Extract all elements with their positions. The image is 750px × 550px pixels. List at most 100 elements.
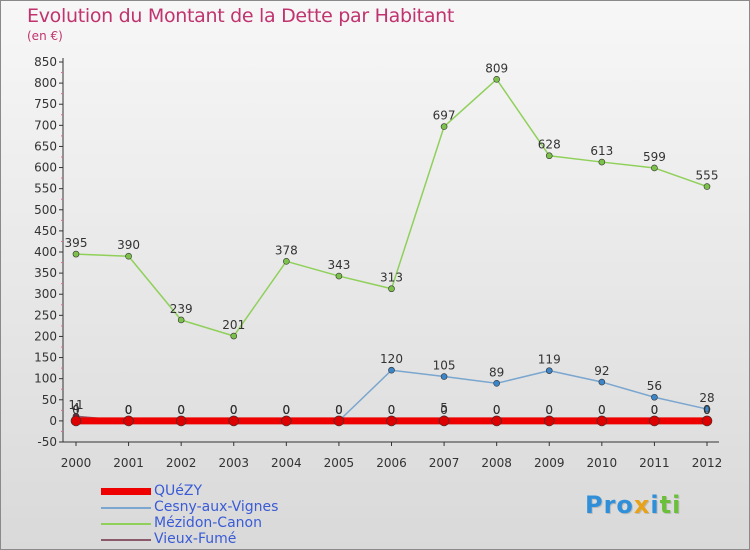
y-tick-label: 600	[34, 161, 57, 175]
legend-swatch-vieux-fume	[101, 539, 151, 541]
data-point-qu-zy	[596, 415, 608, 427]
legend-label-quezy: QUéZY	[154, 483, 203, 499]
data-label-qu-zy: 0	[283, 403, 291, 417]
data-label-cesny-aux-vignes: 4	[72, 401, 80, 415]
y-tick-label: 50	[42, 393, 57, 407]
data-label-m-zidon-canon: 809	[485, 61, 508, 75]
chart-title: Evolution du Montant de la Dette par Hab…	[27, 5, 455, 27]
legend-label-cesny: Cesny-aux-Vignes	[154, 499, 279, 515]
data-label-qu-zy: 0	[177, 403, 185, 417]
y-tick-label: 550	[34, 182, 57, 196]
data-label-cesny-aux-vignes: 0	[125, 403, 133, 417]
x-tick-label: 2005	[324, 456, 355, 470]
data-label-m-zidon-canon: 697	[433, 109, 456, 123]
y-tick-label: 250	[34, 308, 57, 322]
data-label-qu-zy: 0	[230, 403, 238, 417]
data-point-qu-zy	[123, 415, 134, 427]
data-point-m-zidon-canon	[335, 272, 343, 280]
data-label-qu-zy: 0	[545, 403, 553, 417]
data-point-qu-zy	[649, 415, 660, 427]
data-label-vieux-fum-: 0	[177, 403, 185, 417]
y-tick-label: 850	[34, 55, 57, 69]
data-label-cesny-aux-vignes: 0	[283, 403, 291, 417]
y-tick-label: 700	[34, 118, 57, 132]
data-label-qu-zy: 0	[598, 403, 606, 417]
data-point-qu-zy	[386, 415, 397, 427]
proxiti-logo: Proxiti	[585, 491, 682, 519]
series-line-m-zidon-canon	[75, 78, 708, 337]
x-tick-label: 2010	[587, 456, 618, 470]
data-label-vieux-fum-: 0	[493, 403, 501, 417]
y-tick-label: 200	[34, 329, 57, 343]
y-tick-label: 500	[34, 203, 57, 217]
data-label-m-zidon-canon: 599	[643, 150, 666, 164]
x-tick-label: 2002	[166, 456, 197, 470]
x-tick-label: 2009	[534, 456, 565, 470]
data-label-cesny-aux-vignes: 89	[489, 365, 504, 379]
data-label-m-zidon-canon: 201	[222, 318, 245, 332]
data-label-qu-zy: 0	[335, 403, 343, 417]
data-label-qu-zy: 0	[651, 403, 659, 417]
data-label-vieux-fum-: 0	[283, 403, 291, 417]
data-point-m-zidon-canon	[440, 123, 448, 130]
data-point-m-zidon-canon	[598, 158, 606, 166]
data-point-cesny-aux-vignes	[651, 393, 658, 401]
data-label-vieux-fum-: 0	[230, 403, 238, 417]
data-label-vieux-fum-: 0	[651, 403, 659, 417]
data-point-qu-zy	[228, 415, 240, 427]
data-point-cesny-aux-vignes	[703, 405, 711, 413]
data-label-cesny-aux-vignes: 120	[380, 352, 403, 366]
data-point-cesny-aux-vignes	[440, 373, 448, 380]
data-label-qu-zy: 0	[388, 403, 396, 417]
x-tick-label: 2001	[113, 456, 144, 470]
data-label-cesny-aux-vignes: 0	[335, 403, 343, 417]
y-tick-label: 750	[34, 97, 57, 111]
data-point-cesny-aux-vignes	[388, 366, 395, 374]
data-label-vieux-fum-: 5	[440, 401, 448, 415]
legend-label-vieux-fume: Vieux-Fumé	[154, 531, 237, 547]
data-point-qu-zy	[175, 415, 187, 427]
y-tick-label: 100	[34, 372, 57, 386]
y-tick-label: 800	[34, 76, 57, 90]
y-tick-label: 0	[49, 414, 57, 428]
x-tick-label: 2008	[481, 456, 512, 470]
data-label-m-zidon-canon: 239	[170, 302, 193, 316]
y-tick-label: 450	[34, 224, 57, 238]
x-tick-label: 2003	[218, 456, 249, 470]
x-tick-label: 2012	[692, 456, 723, 470]
data-point-m-zidon-canon	[651, 164, 658, 172]
data-point-m-zidon-canon	[545, 152, 553, 160]
data-label-m-zidon-canon: 390	[117, 238, 140, 252]
data-label-m-zidon-canon: 613	[590, 144, 613, 158]
y-tick-label: 350	[34, 266, 57, 280]
data-point-qu-zy	[70, 415, 82, 427]
x-tick-label: 2000	[61, 456, 92, 470]
data-label-cesny-aux-vignes: 28	[699, 391, 714, 405]
data-label-vieux-fum-: 0	[335, 403, 343, 417]
data-point-m-zidon-canon	[493, 76, 500, 83]
data-point-qu-zy	[281, 415, 292, 427]
legend-label-mezidon: Mézidon-Canon	[154, 515, 262, 531]
data-label-vieux-fum-: 0	[545, 403, 553, 417]
data-label-m-zidon-canon: 343	[327, 258, 350, 272]
x-tick-label: 2011	[639, 456, 670, 470]
data-label-vieux-fum-: 0	[388, 403, 396, 417]
data-point-m-zidon-canon	[230, 332, 238, 340]
data-label-qu-zy: 0	[440, 403, 448, 417]
data-label-vieux-fum-: 0	[125, 403, 133, 417]
data-label-cesny-aux-vignes: 105	[433, 359, 456, 373]
data-label-cesny-aux-vignes: 92	[594, 364, 609, 378]
y-tick-label: 150	[34, 351, 57, 365]
data-label-cesny-aux-vignes: 119	[538, 353, 561, 367]
y-tick-label: 650	[34, 139, 57, 153]
legend-swatch-mezidon	[101, 523, 151, 525]
data-point-cesny-aux-vignes	[493, 380, 500, 387]
data-point-qu-zy	[701, 415, 713, 427]
x-tick-label: 2007	[429, 456, 460, 470]
legend-swatch-cesny	[101, 507, 151, 509]
data-point-qu-zy	[491, 415, 502, 427]
data-label-qu-zy: 0	[703, 403, 711, 417]
data-label-cesny-aux-vignes: 56	[647, 379, 662, 393]
